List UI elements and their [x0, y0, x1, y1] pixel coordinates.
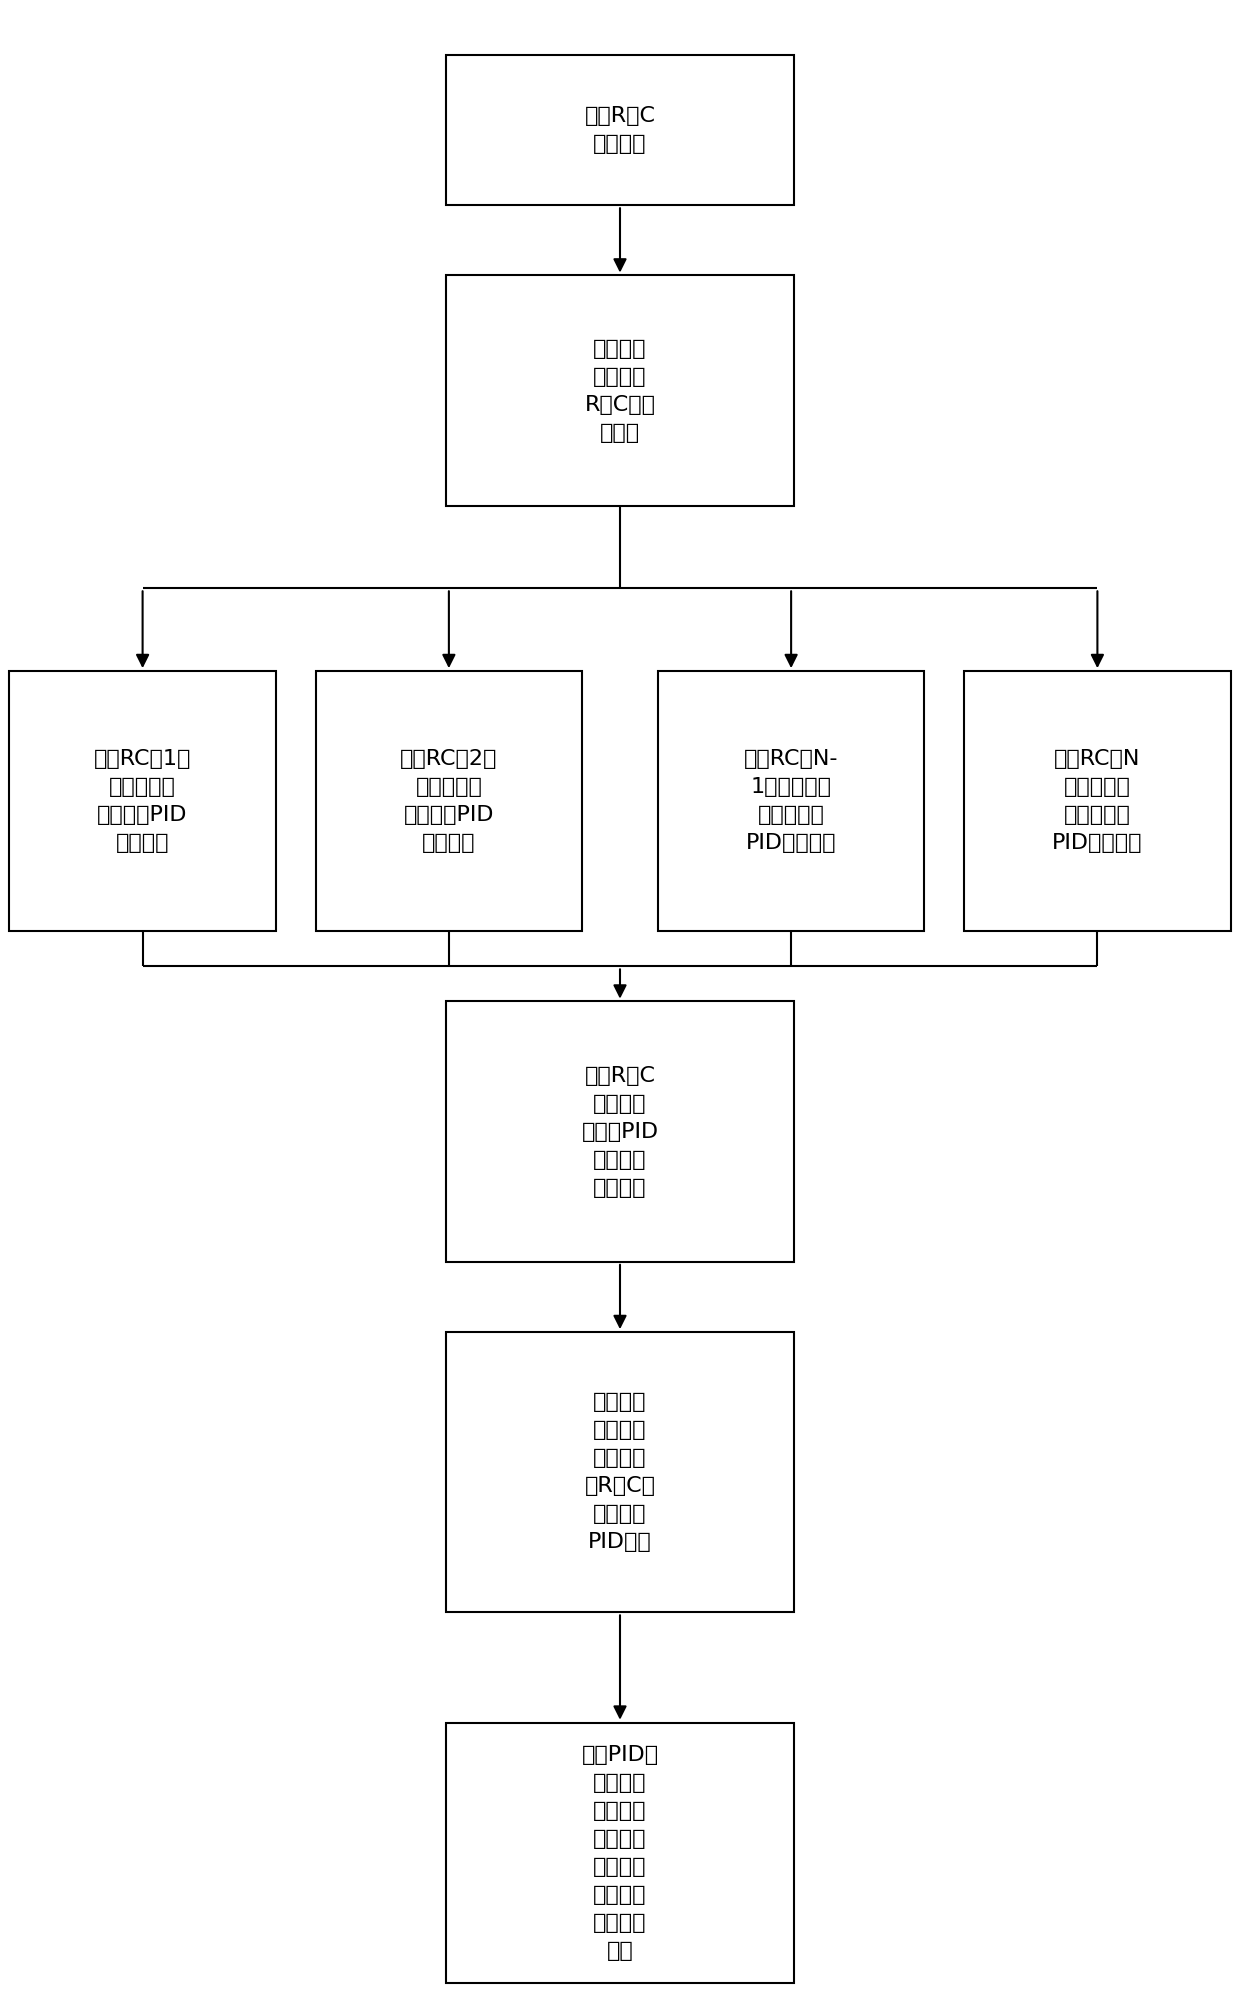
Text: 根据R、C
值建立流
量调节PID
参数模糊
控制算法: 根据R、C 值建立流 量调节PID 参数模糊 控制算法 [582, 1066, 658, 1198]
Bar [446, 274, 794, 505]
Bar [965, 671, 1230, 931]
Bar [10, 671, 277, 931]
Text: 根据公式
计算对应
R、C下的
流量值: 根据公式 计算对应 R、C下的 流量值 [584, 339, 656, 443]
Text: 根据模糊
控制算法
计算所对
应R、C值
情况下的
PID参数: 根据模糊 控制算法 计算所对 应R、C值 情况下的 PID参数 [584, 1392, 656, 1552]
Bar [315, 671, 583, 931]
Bar [446, 1332, 794, 1612]
Bar [446, 1723, 794, 1983]
Text: 根据RC值N
计算控制流
量调节对应
PID控制参数: 根据RC值N 计算控制流 量调节对应 PID控制参数 [1053, 749, 1142, 853]
Text: 根据RC值N-
1计算控制流
量调节对应
PID控制参数: 根据RC值N- 1计算控制流 量调节对应 PID控制参数 [744, 749, 838, 853]
Bar [446, 54, 794, 204]
Text: 根据RC值2计
算控制流量
调节对应PID
控制参数: 根据RC值2计 算控制流量 调节对应PID 控制参数 [401, 749, 497, 853]
Text: 根据RC值1计
算控制流量
调节对应PID
控制参数: 根据RC值1计 算控制流量 调节对应PID 控制参数 [94, 749, 191, 853]
Bar [657, 671, 924, 931]
Text: 根据PID参
数利用压
力传感器
值和流量
传感器值
对设定压
力值进行
控制: 根据PID参 数利用压 力传感器 值和流量 传感器值 对设定压 力值进行 控制 [582, 1745, 658, 1961]
Bar [446, 1002, 794, 1262]
Text: 收集R、C
分布情况: 收集R、C 分布情况 [584, 106, 656, 154]
